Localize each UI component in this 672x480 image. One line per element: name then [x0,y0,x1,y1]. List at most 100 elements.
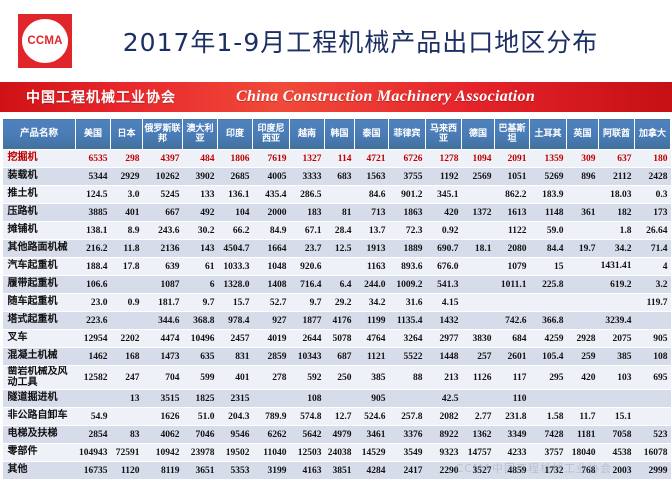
row-label: 凿岩机械及风动工具 [2,365,76,390]
table-row: 隧道掘进机 13 3515 1825 2315 108 905 42.5 110 [2,389,671,408]
cell [566,185,599,204]
cell: 704 [142,365,183,390]
cell: 599 [182,365,218,390]
cell: 119.7 [634,293,671,312]
cell [634,311,671,330]
cell: 1431.41 [598,257,635,276]
cell: 11.8 [110,239,143,258]
cell: 4397 [142,149,183,168]
cell: 687 [324,347,355,366]
cell: 108 [634,347,671,366]
table-row: 装载机 5344 2929 10262 3902 2685 4005 3333 683 1563 3… [2,167,671,186]
cell: 1126 [461,365,495,390]
cell [324,257,355,276]
cell: 42.5 [425,389,462,408]
cell: 2290 [425,461,462,480]
cell: 3.2 [634,275,671,294]
row-label: 压路机 [2,203,76,222]
row-label: 履带起重机 [2,275,76,294]
cell: 1448 [425,347,462,366]
cell [110,275,143,294]
cell: 105.4 [529,347,567,366]
cell: 9.7 [289,293,325,312]
cell: 66.2 [217,221,253,240]
col-header-9: 泰国 [354,118,389,150]
col-header-11: 马来西亚 [425,118,462,150]
cell: 2080 [494,239,530,258]
cell: 5522 [388,347,426,366]
cell: 1011.1 [494,275,530,294]
cell: 278 [252,365,290,390]
cell: 19502 [217,443,253,462]
cell: 173 [634,203,671,222]
table-row: 随车起重机 23.0 0.9 181.7 9.7 15.7 52.7 9.7 29.2 34.2 3… [2,293,671,312]
cell: 108 [289,389,325,408]
cell: 2091 [494,149,530,168]
cell: 143 [182,239,218,258]
cell: 18.03 [598,185,635,204]
col-header-13: 巴基斯坦 [494,118,530,150]
cell: 1913 [354,239,389,258]
table-row: 凿岩机械及风动工具 12582 247 704 599 401 278 592 250 385 88… [2,365,671,390]
table-row: 其他 16735 1120 8119 3651 5353 3199 4163 3851 4284 2… [2,461,671,480]
cell: 4233 [494,443,530,462]
cell: 1825 [182,389,218,408]
cell: 72.3 [388,221,426,240]
cell: 23.0 [75,293,111,312]
cell: 695 [634,365,671,390]
cell [566,257,599,276]
cell: 1192 [425,167,462,186]
cell: 180 [634,149,671,168]
title-bar: CCMA 2017年1-9月工程机械产品出口地区分布 [0,0,672,82]
cell: 23978 [182,443,218,462]
col-header-17: 加拿大 [634,118,671,150]
cell: 523 [634,425,671,444]
cell: 3830 [461,329,495,348]
cell: 61 [182,257,218,276]
cell: 1033.3 [217,257,253,276]
cell: 637 [598,149,635,168]
cell: 247 [110,365,143,390]
cell [110,407,143,426]
cell: 789.9 [252,407,290,426]
association-name-cn: 中国工程机械工业协会 [26,90,176,106]
cell: 81 [324,203,355,222]
cell: 4859 [494,461,530,480]
cell: 51.0 [182,407,218,426]
cell: 901.2 [388,185,426,204]
cell: 385 [354,365,389,390]
col-header-3: 俄罗斯联邦 [142,118,183,150]
cell: 13.7 [354,221,389,240]
cell: 1051 [494,167,530,186]
row-label: 推土机 [2,185,76,204]
cell: 84.9 [252,221,290,240]
cell: 23.7 [289,239,325,258]
cell: 1372 [461,203,495,222]
cell: 7428 [529,425,567,444]
cell: 1664 [252,239,290,258]
cell: 31.6 [388,293,426,312]
cell: 4062 [142,425,183,444]
cell: 667 [142,203,183,222]
cell: 298 [110,149,143,168]
cell: 1120 [110,461,143,480]
cell: 225.8 [529,275,567,294]
cell: 286.5 [289,185,325,204]
cell: 1278 [425,149,462,168]
table-row: 零部件 104943 72591 10942 23978 19502 11040 12503 2… [2,443,671,462]
cell: 4005 [252,167,290,186]
cell: 2202 [110,329,143,348]
cell: 83 [110,425,143,444]
cell [461,257,495,276]
cell: 114 [324,149,355,168]
cell: 3349 [494,425,530,444]
cell: 84.4 [529,239,567,258]
cell: 3755 [388,167,426,186]
cell: 1732 [529,461,567,480]
cell: 3902 [182,167,218,186]
cell: 4.15 [425,293,462,312]
cell: 1863 [388,203,426,222]
cell: 2428 [634,167,671,186]
table-row: 摊铺机 138.1 8.9 243.6 30.2 66.2 84.9 67.1 28.4 13.7… [2,221,671,240]
cell: 893.6 [388,257,426,276]
